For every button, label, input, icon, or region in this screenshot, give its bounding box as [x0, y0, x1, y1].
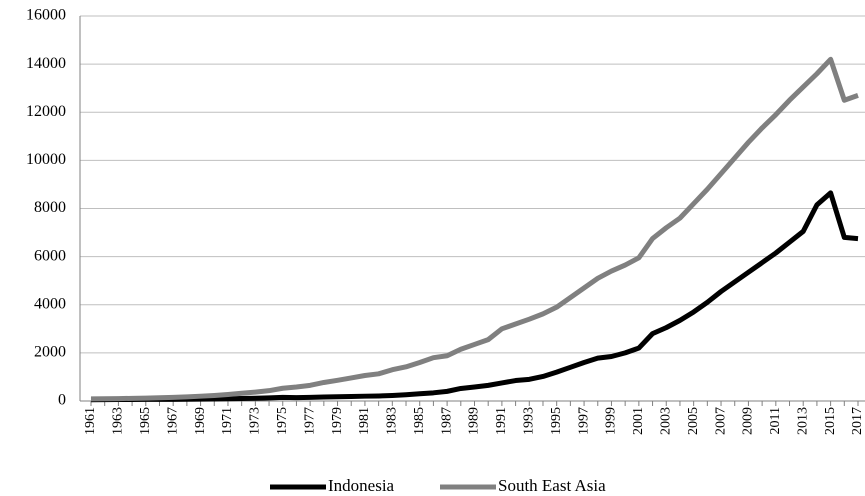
- x-tick-label: 1961: [83, 407, 98, 435]
- x-tick-label: 1995: [549, 407, 564, 435]
- y-tick-label: 4000: [34, 295, 66, 312]
- x-tick-label: 1979: [330, 407, 345, 435]
- x-tick-label: 2001: [631, 407, 646, 435]
- y-tick-label: 14000: [26, 55, 66, 72]
- x-tick-label: 1971: [220, 407, 235, 435]
- x-tick-label: 1987: [439, 407, 454, 435]
- x-tick-label: 1977: [302, 407, 317, 435]
- legend-label: South East Asia: [498, 476, 606, 495]
- x-tick-label: 1967: [165, 407, 180, 435]
- y-tick-label: 10000: [26, 151, 66, 168]
- x-tick-label: 1963: [111, 407, 126, 435]
- legend-label: Indonesia: [328, 476, 395, 495]
- y-tick-label: 12000: [26, 103, 66, 120]
- y-tick-label: 16000: [26, 7, 66, 24]
- y-tick-label: 2000: [34, 344, 66, 361]
- x-tick-label: 1993: [522, 407, 537, 435]
- x-tick-label: 2015: [823, 407, 838, 435]
- x-tick-label: 1991: [494, 407, 509, 435]
- x-tick-label: 1965: [138, 407, 153, 435]
- x-tick-label: 2007: [713, 407, 728, 435]
- x-tick-label: 2003: [658, 407, 673, 435]
- x-tick-label: 2013: [795, 407, 810, 435]
- x-tick-label: 1969: [193, 407, 208, 435]
- y-tick-label: 0: [58, 392, 66, 409]
- x-tick-label: 1985: [412, 407, 427, 435]
- x-tick-label: 1989: [467, 407, 482, 435]
- x-tick-label: 2005: [686, 407, 701, 435]
- x-tick-label: 1999: [604, 407, 619, 435]
- x-tick-label: 1997: [576, 407, 591, 435]
- x-tick-label: 1973: [248, 407, 263, 435]
- x-tick-label: 1981: [357, 407, 372, 435]
- y-tick-label: 8000: [34, 199, 66, 216]
- x-tick-label: 2011: [768, 407, 783, 434]
- x-tick-label: 1983: [385, 407, 400, 435]
- series-line: [90, 190, 859, 403]
- x-tick-label: 1975: [275, 407, 290, 435]
- series-line: [90, 56, 859, 402]
- x-tick-label: 2017: [850, 407, 865, 435]
- x-tick-label: 2009: [741, 407, 756, 435]
- y-tick-label: 6000: [34, 247, 66, 264]
